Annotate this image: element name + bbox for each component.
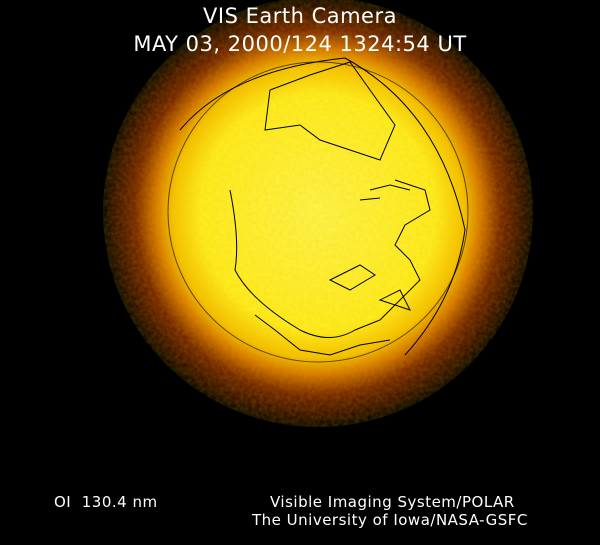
coastlines	[179, 57, 466, 356]
instrument-credit: Visible Imaging System/POLAR	[270, 493, 515, 511]
image-noise	[103, 0, 533, 427]
observation-timestamp: MAY 03, 2000/124 1324:54 UT	[133, 32, 467, 56]
image-title: VIS Earth Camera	[203, 4, 397, 28]
institution-credit: The University of Iowa/NASA-GSFC	[252, 511, 528, 529]
filter-wavelength: OI 130.4 nm	[54, 493, 158, 511]
earth-limb	[167, 61, 469, 363]
